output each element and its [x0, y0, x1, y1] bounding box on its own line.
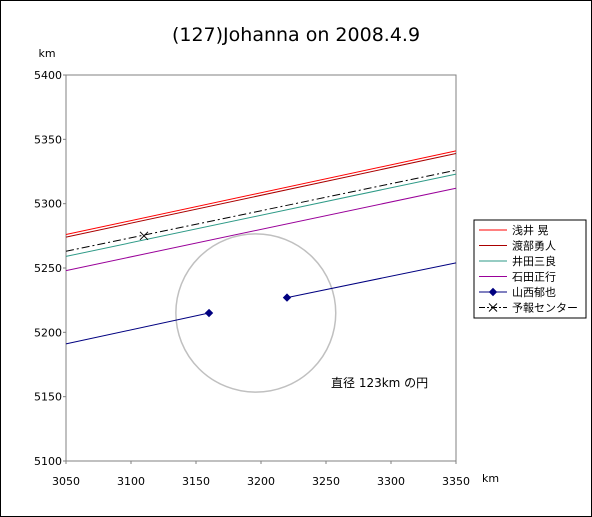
legend-label-2: 井田三良 — [512, 254, 556, 268]
y-tick-label: 5350 — [34, 133, 62, 146]
x-tick-label: 3050 — [52, 475, 80, 488]
series-4-marker — [282, 293, 292, 302]
series-4-line — [286, 262, 457, 299]
x-tick-label: 3200 — [247, 475, 275, 488]
y-tick-label: 5250 — [34, 262, 62, 275]
legend-marker-5 — [488, 303, 498, 312]
series-4-marker — [204, 308, 214, 318]
series-1-line — [65, 152, 457, 238]
series-2-line — [65, 173, 457, 257]
legend-label-5: 予報センター — [512, 302, 578, 315]
legend-box — [473, 219, 587, 319]
y-tick-label: 5150 — [34, 391, 62, 404]
axis-ticks: 5100 5150 5200 5250 5300 5350 5400 3050 3100 3150… — [34, 69, 470, 488]
x-tick-label: 3300 — [377, 475, 405, 488]
x-tick-label: 3350 — [442, 475, 470, 488]
y-axis-unit: km — [38, 47, 55, 60]
legend-label-1: 渡部勇人 — [512, 239, 556, 253]
series-4-line — [65, 312, 210, 345]
y-tick-label: 5400 — [34, 69, 62, 82]
legend-label-3: 石田正行 — [512, 271, 556, 284]
chart-title: (127)Johanna on 2008.4.9 — [172, 24, 420, 46]
series-5-line — [65, 169, 457, 252]
legend-label-0: 浅井 晃 — [512, 223, 549, 237]
legend-label-4: 山西郁也 — [512, 285, 556, 299]
plot-area — [65, 74, 457, 462]
plot-content — [65, 150, 457, 393]
diameter-circle — [175, 233, 337, 393]
series-3-line — [65, 187, 457, 272]
y-tick-label: 5200 — [34, 326, 62, 339]
series-0-line — [65, 150, 457, 236]
x-tick-label: 3100 — [117, 475, 145, 488]
circle-annotation: 直径 123km の円 — [331, 376, 428, 390]
x-tick-label: 3250 — [312, 475, 340, 488]
y-tick-label: 5300 — [34, 198, 62, 211]
legend-marker-4 — [488, 287, 498, 297]
x-axis-unit: km — [482, 472, 499, 485]
series-5-marker — [139, 231, 149, 241]
x-tick-label: 3150 — [182, 475, 210, 488]
y-tick-label: 5100 — [34, 455, 62, 468]
